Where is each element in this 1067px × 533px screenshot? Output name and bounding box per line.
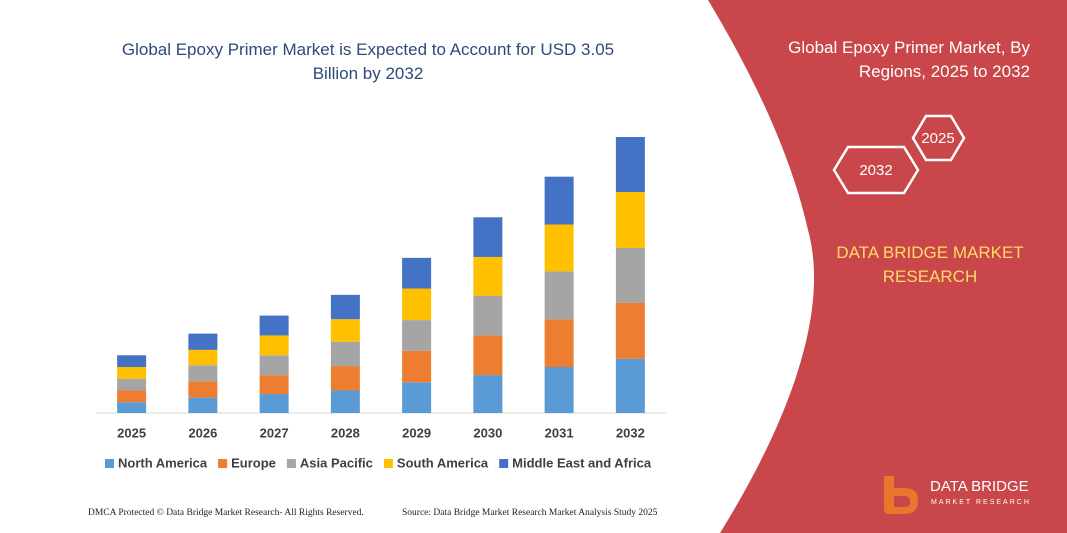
bar-segment xyxy=(188,381,218,398)
hexagon xyxy=(911,114,966,162)
x-tick-label: 2025 xyxy=(117,425,146,440)
logo: DATA BRIDGE MARKET RESEARCH xyxy=(884,476,1031,514)
bar-segment xyxy=(188,365,218,382)
bar-segment xyxy=(188,349,218,366)
x-tick-label: 2028 xyxy=(331,425,360,440)
bar-segment xyxy=(544,224,574,272)
bar-segment xyxy=(117,367,147,379)
bar-segment xyxy=(615,358,645,413)
x-tick-label: 2026 xyxy=(188,425,217,440)
x-tick-label: 2029 xyxy=(402,425,431,440)
brand: DATA BRIDGE MARKET RESEARCH xyxy=(836,243,1024,286)
x-tick-label: 2030 xyxy=(473,425,502,440)
x-tick-label: 2031 xyxy=(545,425,574,440)
bar-segment xyxy=(473,295,503,336)
bar-segment xyxy=(259,394,289,413)
bar-segment xyxy=(259,355,289,376)
bar-segment xyxy=(330,390,360,413)
footer-left: DMCA Protected © Data Bridge Market Rese… xyxy=(88,508,364,518)
bar-segment xyxy=(259,335,289,356)
bar-segment xyxy=(473,256,503,296)
bar-segment xyxy=(473,375,503,413)
bar-segment xyxy=(402,320,432,351)
bar-segment xyxy=(117,390,147,403)
side-panel xyxy=(708,0,1067,533)
bar-segment xyxy=(117,378,147,391)
bar-segment xyxy=(402,288,432,321)
bar-segment xyxy=(330,366,360,391)
legend-label: South America xyxy=(397,455,489,470)
chart-title: Global Epoxy Primer Market is Expected t… xyxy=(121,40,615,83)
panel-title: Global Epoxy Primer Market, By Regions, … xyxy=(788,38,1030,81)
bar-segment xyxy=(473,335,503,376)
logo-name: DATA BRIDGE xyxy=(930,478,1029,495)
legend-swatch xyxy=(286,459,296,468)
bar-segment xyxy=(615,192,645,248)
legend-swatch xyxy=(218,459,228,468)
logo-mark xyxy=(884,476,918,514)
legend-label: Asia Pacific xyxy=(300,455,373,470)
legend-label: Middle East and Africa xyxy=(512,455,652,470)
bar-segment xyxy=(544,271,574,320)
bar-segment xyxy=(615,302,645,359)
logo-tagline: MARKET RESEARCH xyxy=(931,499,1031,506)
bar-segment xyxy=(615,247,645,303)
bar-segment xyxy=(615,137,645,193)
legend-label: Europe xyxy=(231,455,276,470)
bar-segment xyxy=(117,402,147,413)
bar-segment xyxy=(544,367,574,413)
logo-mark xyxy=(894,496,910,507)
bar-segment xyxy=(259,315,289,336)
x-tick-label: 2032 xyxy=(616,425,645,440)
bar-segment xyxy=(402,257,432,289)
bar-segment xyxy=(188,333,218,350)
footer-right: Source: Data Bridge Market Research Mark… xyxy=(402,508,658,518)
bar-segment xyxy=(473,217,503,257)
legend-swatch xyxy=(383,459,393,468)
bar-segment xyxy=(259,375,289,395)
bar-segment xyxy=(330,319,360,342)
legend-swatch xyxy=(105,459,114,468)
legend-label: North America xyxy=(118,455,208,470)
bar-segment xyxy=(544,176,574,225)
bar-segment xyxy=(117,355,147,367)
bar-segment xyxy=(402,350,432,383)
x-tick-label: 2027 xyxy=(260,425,289,440)
bar-segment xyxy=(544,319,574,367)
bar-segment xyxy=(402,382,432,413)
bar-segment xyxy=(330,294,360,320)
bar-segment xyxy=(330,341,360,367)
hex-label: 2032 xyxy=(859,162,892,179)
legend-swatch xyxy=(499,459,509,468)
hex-label: 2025 xyxy=(921,130,954,147)
hexagon xyxy=(832,145,920,195)
bar-segment xyxy=(188,397,218,413)
